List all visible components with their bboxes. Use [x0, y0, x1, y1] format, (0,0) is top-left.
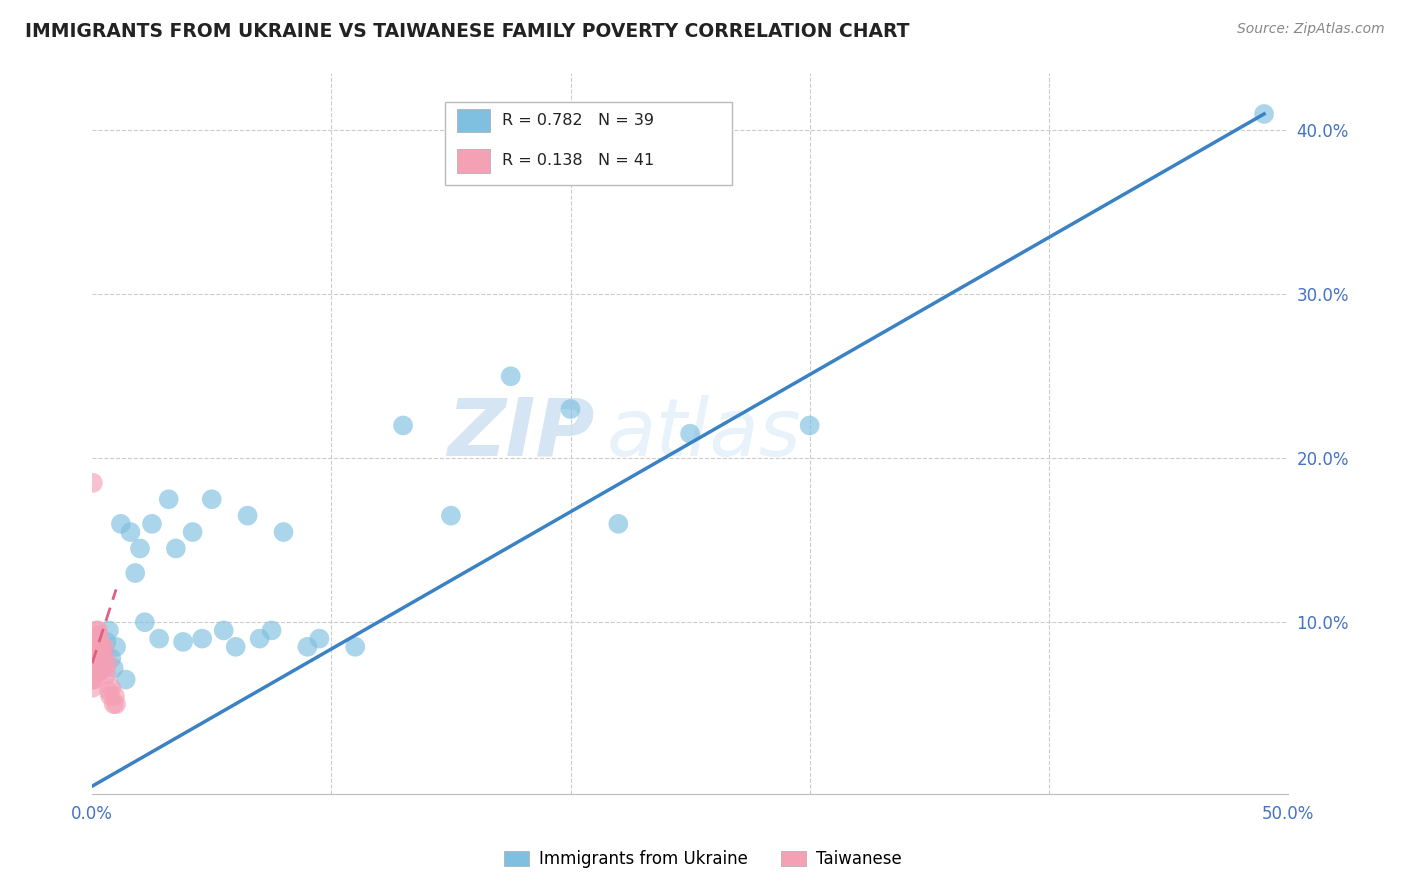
FancyBboxPatch shape: [457, 109, 491, 132]
Point: [90, 640, 112, 654]
Text: IMMIGRANTS FROM UKRAINE VS TAIWANESE FAMILY POVERTY CORRELATION CHART: IMMIGRANTS FROM UKRAINE VS TAIWANESE FAM…: [25, 22, 910, 41]
Point: [440, 508, 463, 523]
Point: [181, 524, 204, 539]
Text: R = 0.782   N = 39: R = 0.782 N = 39: [502, 113, 654, 128]
Point: [84, 640, 107, 654]
Point: [124, 566, 146, 580]
Point: [679, 426, 702, 441]
Point: [212, 624, 235, 638]
Point: [91, 657, 114, 671]
Point: [392, 418, 415, 433]
Point: [110, 516, 132, 531]
Point: [141, 516, 163, 531]
Point: [236, 508, 259, 523]
Point: [297, 640, 319, 654]
Point: [94, 661, 117, 675]
Point: [83, 648, 105, 662]
Point: [89, 657, 111, 671]
Point: [82, 657, 104, 671]
Text: ZIP: ZIP: [447, 394, 595, 473]
Point: [82, 665, 104, 679]
Point: [148, 632, 170, 646]
Point: [499, 369, 522, 384]
Point: [103, 661, 125, 675]
Point: [273, 524, 295, 539]
Point: [308, 632, 330, 646]
Point: [344, 640, 367, 654]
Point: [83, 673, 105, 687]
Point: [83, 661, 105, 675]
Point: [86, 640, 108, 654]
Point: [120, 524, 142, 539]
Point: [100, 651, 122, 665]
Point: [84, 632, 107, 646]
Point: [91, 648, 114, 662]
Point: [225, 640, 247, 654]
Point: [260, 624, 283, 638]
Point: [83, 648, 105, 662]
Point: [607, 516, 630, 531]
Point: [98, 689, 121, 703]
Point: [86, 648, 108, 662]
Point: [82, 475, 104, 490]
Point: [165, 541, 187, 556]
Point: [97, 624, 120, 638]
Point: [1253, 107, 1275, 121]
Point: [90, 665, 112, 679]
Point: [201, 492, 224, 507]
Point: [172, 635, 194, 649]
Point: [93, 648, 115, 662]
Point: [89, 651, 111, 665]
Point: [93, 645, 115, 659]
Point: [560, 402, 582, 417]
Point: [134, 615, 156, 630]
Point: [82, 681, 104, 695]
Point: [103, 697, 125, 711]
Point: [129, 541, 152, 556]
Point: [86, 624, 108, 638]
Point: [105, 697, 128, 711]
Point: [90, 657, 112, 671]
Point: [104, 689, 127, 703]
Point: [87, 628, 110, 642]
Point: [97, 684, 120, 698]
Point: [114, 673, 136, 687]
Point: [157, 492, 180, 507]
Point: [82, 673, 104, 687]
Point: [84, 632, 107, 646]
Point: [249, 632, 271, 646]
FancyBboxPatch shape: [457, 150, 491, 172]
Point: [82, 648, 104, 662]
Point: [191, 632, 214, 646]
Text: atlas: atlas: [606, 394, 801, 473]
Point: [90, 661, 112, 675]
Point: [97, 657, 120, 671]
Point: [87, 635, 110, 649]
Text: R = 0.138   N = 41: R = 0.138 N = 41: [502, 153, 655, 169]
Point: [89, 645, 111, 659]
Point: [96, 635, 118, 649]
Point: [87, 624, 110, 638]
Point: [799, 418, 821, 433]
Legend: Immigrants from Ukraine, Taiwanese: Immigrants from Ukraine, Taiwanese: [498, 844, 908, 875]
Point: [83, 651, 105, 665]
Point: [100, 681, 122, 695]
Point: [84, 640, 107, 654]
Point: [105, 640, 128, 654]
Text: Source: ZipAtlas.com: Source: ZipAtlas.com: [1237, 22, 1385, 37]
FancyBboxPatch shape: [444, 102, 733, 185]
Point: [89, 665, 111, 679]
Point: [82, 657, 104, 671]
Point: [82, 665, 104, 679]
Point: [96, 667, 118, 681]
Point: [93, 640, 115, 654]
